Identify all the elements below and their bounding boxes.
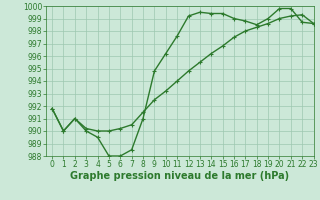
X-axis label: Graphe pression niveau de la mer (hPa): Graphe pression niveau de la mer (hPa)	[70, 171, 290, 181]
